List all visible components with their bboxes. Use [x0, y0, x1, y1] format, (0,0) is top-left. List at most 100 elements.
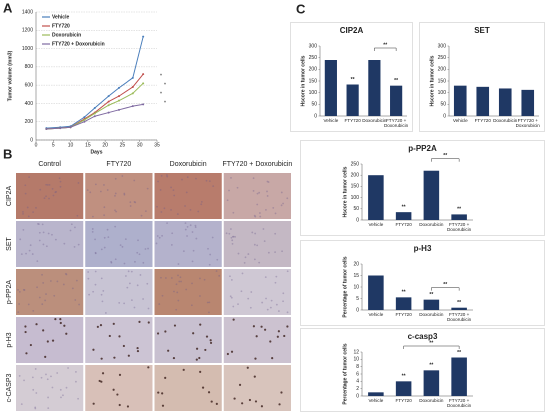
cell [253, 375, 256, 378]
cell [225, 232, 228, 235]
cell [161, 294, 164, 297]
micrograph [16, 269, 84, 315]
y-tick-label: 0 [356, 393, 359, 399]
micrograph [223, 269, 291, 315]
cell [112, 388, 115, 391]
cell [38, 223, 40, 226]
micrograph [223, 221, 291, 267]
cell [275, 303, 278, 306]
column-label: Control [38, 161, 61, 168]
cell [102, 290, 105, 292]
cell [156, 332, 160, 335]
row-label: p-H3 [6, 332, 13, 347]
cell [253, 258, 256, 261]
point [93, 107, 96, 109]
cell [96, 325, 99, 328]
cell [252, 325, 255, 328]
cell [211, 236, 214, 239]
cell [166, 174, 168, 176]
cell [281, 250, 283, 253]
cell [136, 251, 139, 254]
cell [55, 190, 58, 193]
x-tick-label-box: Doxorubicin [419, 398, 443, 403]
cell [218, 274, 221, 277]
bracket-label: ** [443, 153, 447, 159]
micrograph [154, 221, 222, 267]
cell [250, 291, 253, 293]
y-tick-label: 50 [353, 206, 359, 212]
cell [209, 339, 212, 342]
cell [177, 263, 180, 265]
bracket [374, 47, 397, 51]
cell [252, 189, 255, 192]
cell [47, 396, 49, 399]
cell [91, 230, 94, 233]
cell [230, 279, 233, 281]
cell [124, 275, 127, 277]
cell [286, 197, 289, 200]
cell [249, 306, 252, 309]
cell [118, 335, 121, 338]
cell [75, 279, 78, 282]
annotation: * [164, 82, 166, 88]
cell [194, 226, 197, 229]
cell [25, 352, 28, 355]
y-axis-label: Percentage of tumor cells [342, 256, 348, 317]
bar [453, 85, 467, 116]
cell [106, 189, 109, 191]
cell [236, 186, 239, 189]
cell [92, 290, 95, 293]
cell [228, 189, 230, 192]
y-tick-label: 200 [309, 67, 318, 73]
cell [270, 299, 273, 302]
cell [99, 190, 102, 193]
y-tick-label: 10 [353, 357, 359, 363]
y-tick-label: 600 [25, 82, 34, 88]
cell [267, 181, 270, 183]
cell [116, 393, 119, 396]
cell [181, 178, 183, 181]
cell [74, 299, 77, 301]
micrograph [154, 269, 222, 315]
micrograph [16, 221, 84, 267]
chart-frame [419, 22, 545, 132]
cell [233, 397, 236, 400]
x-tick-label: 30 [137, 142, 143, 148]
cell [172, 356, 176, 360]
cell [35, 323, 38, 326]
x-tick-label-box: FTY720 [395, 311, 412, 317]
micrograph [16, 173, 84, 219]
x-tick-label-box: Doxorubicin [362, 118, 386, 123]
cell [108, 334, 111, 338]
cell [114, 192, 117, 195]
cell [182, 368, 185, 371]
x-tick-label-box: FTY720 [475, 118, 491, 123]
x-tick-label: 5 [52, 142, 55, 148]
x-tick-label-box: FTY720 + Doxorubicin [447, 222, 471, 232]
cell [204, 348, 207, 352]
point [107, 104, 110, 107]
cell [100, 277, 103, 280]
row-label: p-PP2A [6, 280, 13, 304]
cell [24, 184, 27, 187]
cell [192, 332, 195, 335]
cell [246, 366, 249, 369]
legend-label: FTY720 [52, 23, 70, 29]
x-tick-label: FTY720 [395, 311, 412, 317]
x-tick-label: Doxorubicin [419, 311, 444, 317]
cell [263, 240, 266, 243]
micrograph [16, 365, 84, 411]
bar [423, 299, 440, 310]
point [117, 108, 120, 111]
cell [133, 306, 136, 309]
cell [31, 376, 34, 379]
cell [167, 349, 170, 352]
bar [368, 392, 384, 396]
x-tick-label: Vehicle [368, 397, 384, 403]
cell [177, 299, 180, 302]
x-tick-label: FTY720 + Doxorubicin [446, 397, 472, 408]
x-axis-label: Days [91, 149, 103, 155]
cell [43, 197, 46, 200]
cell [39, 188, 42, 191]
cell [123, 262, 126, 265]
